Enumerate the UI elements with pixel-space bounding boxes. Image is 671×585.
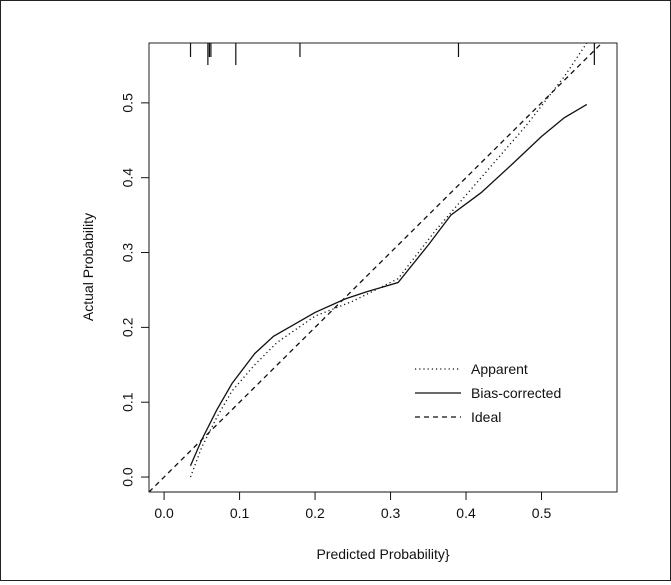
x-tick-label: 0.1 <box>230 505 250 521</box>
y-tick-label: 0.4 <box>120 168 136 188</box>
y-tick-label: 0.1 <box>120 392 136 412</box>
series-line-apparent <box>189 43 588 478</box>
x-axis-title: Predicted Probability} <box>316 546 449 562</box>
x-tick-label: 0.4 <box>456 505 476 521</box>
plot-box <box>148 42 618 493</box>
y-axis-title: Actual Probability <box>80 213 96 321</box>
legend: Apparent Bias-corrected Ideal <box>415 361 561 425</box>
y-tick-label: 0.3 <box>120 243 136 263</box>
x-tick-label: 0.5 <box>532 505 552 521</box>
x-tick-label: 0.2 <box>305 505 325 521</box>
rug-marks <box>189 43 595 65</box>
x-axis: 0.0 0.1 0.2 0.3 0.4 0.5 <box>154 491 552 521</box>
y-tick-label: 0.0 <box>120 467 136 487</box>
series-layer <box>149 43 603 492</box>
legend-label: Ideal <box>471 409 501 425</box>
series-line-ideal <box>149 43 603 492</box>
x-tick-label: 0.3 <box>381 505 401 521</box>
legend-label: Bias-corrected <box>471 385 561 401</box>
y-tick-label: 0.2 <box>120 317 136 337</box>
y-axis: 0.0 0.1 0.2 0.3 0.4 0.5 <box>120 93 150 487</box>
series-line-bias-corrected <box>189 103 588 467</box>
y-tick-label: 0.5 <box>120 93 136 113</box>
x-tick-label: 0.0 <box>154 505 174 521</box>
legend-label: Apparent <box>471 361 528 377</box>
